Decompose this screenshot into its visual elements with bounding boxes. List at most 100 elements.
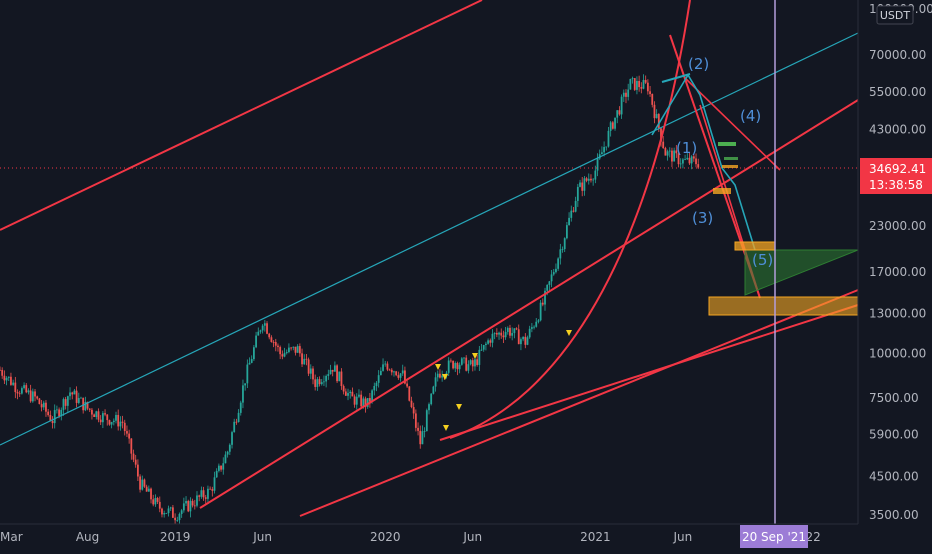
time-tick-label: 2019 <box>160 530 191 544</box>
time-axis[interactable] <box>0 524 858 550</box>
candle-up <box>23 385 25 389</box>
candle-down <box>633 78 636 90</box>
candle-down <box>45 402 47 412</box>
wave-path[interactable] <box>651 73 756 251</box>
time-axis-ticks: MarAug2019Jun2020Jun2021Jun2022 <box>0 530 821 544</box>
zone-orange-upper[interactable] <box>734 241 776 251</box>
candle-down <box>150 488 152 500</box>
trendline-mid[interactable] <box>199 99 859 509</box>
parabolic-curve[interactable] <box>449 0 691 439</box>
candle-down <box>270 337 273 343</box>
candle-down <box>646 82 649 92</box>
candle-down <box>18 393 21 395</box>
candle-down <box>108 420 111 425</box>
price-tick-label: 7500.00 <box>869 391 919 405</box>
resistance-line[interactable] <box>684 77 781 171</box>
candle-down <box>235 421 238 423</box>
candle-up <box>239 402 242 413</box>
candle-up <box>620 96 623 115</box>
candle-up <box>366 398 369 407</box>
candle-up <box>250 359 253 363</box>
zone-orange-lower[interactable] <box>708 296 859 316</box>
candle-up <box>485 343 487 346</box>
candle-up <box>533 326 535 328</box>
candle-up <box>375 382 378 387</box>
wave-label-2: (2) <box>688 55 709 73</box>
candle-up <box>423 431 426 432</box>
candle-down <box>91 409 93 415</box>
candles <box>0 74 700 526</box>
trendline-upper[interactable] <box>0 0 483 231</box>
price-tick-label: 13000.00 <box>869 306 926 320</box>
candle-down <box>657 114 660 129</box>
candle-down <box>268 333 271 338</box>
currency-badge[interactable] <box>876 5 914 25</box>
candle-down <box>618 110 621 115</box>
candle-up <box>329 369 332 375</box>
candle-up <box>384 363 387 365</box>
candle-up <box>213 477 216 491</box>
candle-up <box>548 281 551 285</box>
candle-up <box>552 272 555 275</box>
price-tick-label: 70000.00 <box>869 48 926 62</box>
candle-up <box>474 359 476 367</box>
time-tick-label: Mar <box>0 530 23 544</box>
price-tick-label: 23000.00 <box>869 219 926 233</box>
candle-up <box>292 346 295 348</box>
price-tick-label: 3500.00 <box>869 508 919 522</box>
candle-up <box>557 258 560 269</box>
signal-markers <box>435 330 572 431</box>
candle-up <box>257 331 260 336</box>
candle-up <box>565 225 568 239</box>
trendline-base[interactable] <box>439 304 859 441</box>
candle-up <box>430 393 433 405</box>
candle-up <box>182 503 185 511</box>
candle-up <box>296 346 299 353</box>
candle-up <box>681 159 684 164</box>
candle-down <box>388 369 391 371</box>
candle-down <box>161 508 163 515</box>
candle-up <box>110 422 113 425</box>
candle-down <box>14 382 17 393</box>
candle-down <box>653 104 656 119</box>
trendline-low[interactable] <box>299 289 859 517</box>
candle-down <box>143 479 146 487</box>
candle-down <box>187 501 190 512</box>
candle-down <box>134 459 137 465</box>
candle-down <box>404 370 406 384</box>
candle-down <box>638 80 641 88</box>
candle-up <box>77 397 80 403</box>
candle-up <box>441 375 444 378</box>
candle-down <box>351 391 354 397</box>
zone-orange-tiny <box>722 165 738 168</box>
cursor-date-label: 20 Sep '21 <box>742 530 806 544</box>
candle-down <box>123 422 126 432</box>
candle-up <box>66 396 69 406</box>
candle-up <box>601 152 603 155</box>
candle-down <box>410 400 413 408</box>
candle-up <box>684 159 686 161</box>
candle-up <box>434 377 437 387</box>
candle-down <box>697 164 700 168</box>
candle-down <box>312 368 314 380</box>
wave-label-5: (5) <box>752 251 773 269</box>
wave-top-segment <box>661 73 691 83</box>
candle-down <box>369 398 371 402</box>
candle-up <box>432 386 435 394</box>
candle-up <box>478 349 481 365</box>
candle-down <box>47 411 50 416</box>
candle-down <box>386 363 389 370</box>
target-zone-green[interactable] <box>744 249 859 296</box>
time-tick-label: Jun <box>673 530 693 544</box>
price-axis[interactable] <box>858 0 932 550</box>
candle-up <box>522 336 525 340</box>
candle-up <box>226 451 229 455</box>
candle-down <box>38 398 41 405</box>
candle-down <box>651 93 654 105</box>
candle-down <box>452 360 454 369</box>
candle-up <box>217 465 220 471</box>
candle-up <box>325 375 328 382</box>
channel-line-teal[interactable] <box>0 32 859 446</box>
